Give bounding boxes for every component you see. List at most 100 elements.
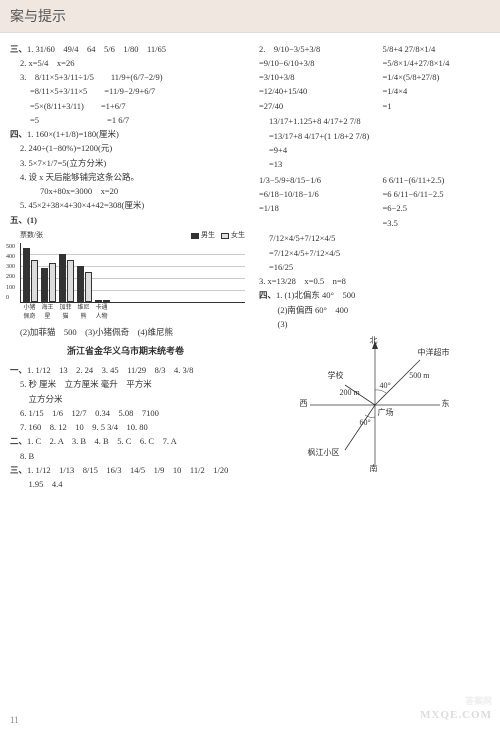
ne-dist: 500 m — [409, 370, 429, 382]
r2-2b: =5/8×1/4+27/8×1/4 — [379, 57, 495, 70]
legend-male: 男生 — [191, 230, 215, 241]
secB-text: 1. C 2. A 3. B 4. B 5. C 6. C 7. A — [27, 436, 177, 446]
y-label: 0 — [6, 294, 15, 303]
sec5-label: 五、(1) — [10, 215, 37, 225]
secA-item1: 1. 1/12 13 2. 24 3. 45 11/29 8/3 4. 3/8 — [27, 365, 193, 375]
r2-7: =13/17+8 4/17+(1 1/8+2 7/8) — [255, 130, 494, 143]
r2-10a: 1/3−5/9÷8/15−1/6 — [255, 174, 371, 187]
dir-east: 东 — [442, 398, 450, 410]
bar-female — [103, 300, 110, 302]
r2-5a: =27/40 — [255, 100, 371, 113]
secC-item2: 1.95 4.4 — [6, 478, 245, 491]
sec4-item4: 4. 设 x 天后能够铺完这条公路。 — [6, 171, 245, 184]
r-item3: 3. x=13/28 x=0.5 n=8 — [255, 275, 494, 288]
r2-2a: =9/10−6/10+3/8 — [255, 57, 371, 70]
page-body: 三、 1. 31/60 49/4 64 5/6 1/80 11/65 2. x=5… — [0, 33, 500, 500]
r2-4a: =12/40+15/40 — [255, 85, 371, 98]
bar-group — [41, 263, 56, 301]
sec4-item1: 1. 160×(1+1/8)=180(厘米) — [27, 129, 119, 139]
r2-11b: =6 6/11−6/11−2.5 — [379, 188, 495, 201]
rsec4-label: 四、 — [259, 290, 276, 300]
r2-15: =7/12×4/5+7/12×4/5 — [255, 247, 494, 260]
r2-9: =13 — [255, 158, 494, 171]
rsec4-item1: 1. (1)北偏东 40° 500 — [276, 290, 355, 300]
secC-label: 三、 — [10, 465, 27, 475]
bar-group — [59, 254, 74, 302]
r2-8: =9+4 — [255, 144, 494, 157]
watermark-bottom: MXQE.COM — [420, 709, 492, 721]
sec3-item2: 2. x=5/4 x=26 — [6, 57, 245, 70]
sec4-item4b: 70x+80x=3000 x=20 — [6, 185, 245, 198]
secB-label: 二、 — [10, 436, 27, 446]
r2-12a: =1/18 — [255, 202, 371, 215]
sec5-item2: (2)加菲猫 500 (3)小猪佩奇 (4)维尼熊 — [6, 326, 245, 339]
y-label: 500 — [6, 243, 15, 252]
dir-south: 南 — [370, 463, 378, 475]
ne-angle: 40° — [380, 380, 391, 392]
secA-item5b: 立方分米 — [6, 393, 245, 406]
secA-label: 一、 — [10, 365, 27, 375]
nw-label: 学校 — [328, 370, 344, 382]
bar-male — [77, 266, 84, 302]
chart-legend: 票数/张 男生 女生 — [20, 230, 245, 241]
secA-item6: 6. 1/15 1/6 12/7 0.34 5.08 7100 — [6, 407, 245, 420]
y-label: 400 — [6, 253, 15, 262]
bar-female — [49, 263, 56, 301]
sw-label: 枫江小区 — [308, 447, 340, 459]
r2-4b: =1/4×4 — [379, 85, 495, 98]
r2-11a: =6/18−10/18−1/6 — [255, 188, 371, 201]
bar-female — [31, 260, 38, 302]
chart-area — [20, 243, 245, 303]
legend-female: 女生 — [221, 230, 245, 241]
x-label: 海王星 — [40, 304, 55, 322]
secA-item5: 5. 秒 厘米 立方厘米 毫升 平方米 — [6, 378, 245, 391]
x-label: 小猪佩奇 — [22, 304, 37, 322]
dir-west: 西 — [300, 398, 308, 410]
bar-male — [95, 300, 102, 302]
ne-label: 中洋超市 — [418, 347, 450, 359]
bar-chart: 票数/张 男生 女生 0100200300400500 小猪佩奇海王星加菲猫维尼… — [20, 230, 245, 322]
r2-3a: =3/10+3/8 — [255, 71, 371, 84]
right-column: 2. 9/10−3/5+3/8 =9/10−6/10+3/8 =3/10+3/8… — [255, 41, 494, 492]
sec3-item1: 1. 31/60 49/4 64 5/6 1/80 11/65 — [27, 44, 166, 54]
y-label: 300 — [6, 263, 15, 272]
sec4-item5: 5. 45×2+38×4+30×4+42=308(厘米) — [6, 199, 245, 212]
header-title: 案与提示 — [10, 10, 66, 25]
secA-item7: 7. 160 8. 12 10 9. 5 3/4 10. 80 — [6, 421, 245, 434]
secB-text2: 8. B — [6, 450, 245, 463]
bar-male — [23, 248, 30, 302]
sec4-item2: 2. 240÷(1−80%)=1200(元) — [6, 142, 245, 155]
r2-3b: =1/4×(5/8+27/8) — [379, 71, 495, 84]
r2-5b: =1 — [379, 100, 495, 113]
y-tick-labels: 0100200300400500 — [6, 243, 15, 303]
dir-north: 北 — [370, 335, 378, 347]
page-header: 案与提示 — [0, 0, 500, 33]
bar-group — [23, 248, 38, 302]
sec3-item3c: =5×(8/11+3/11) =1+6/7 — [6, 100, 245, 113]
sec3-item3d: =5 =1 6/7 — [6, 114, 245, 127]
r2-12b: =6−2.5 — [379, 202, 495, 215]
r2-13b: =3.5 — [379, 217, 495, 230]
x-label: 维尼熊 — [76, 304, 91, 322]
y-label: 200 — [6, 273, 15, 282]
r2-1a: 2. 9/10−3/5+3/8 — [255, 43, 371, 56]
exam-title: 浙江省金华义乌市期末统考卷 — [6, 345, 245, 359]
r2-1b: 5/8+4 27/8×1/4 — [379, 43, 495, 56]
rsec4-item2: (2)南偏西 60° 400 — [255, 304, 494, 317]
compass-diagram: 北 南 东 西 广场 中洋超市 500 m 40° 学校 200 m 枫江小区 … — [300, 335, 450, 475]
sec4-item3: 3. 5×7×1/7=5(立方分米) — [6, 157, 245, 170]
bar-group — [95, 300, 110, 302]
sec3-item3b: =8/11×5+3/11×5 =11/9−2/9+6/7 — [6, 85, 245, 98]
rsec4-item3: (3) — [255, 318, 494, 331]
sec4-label: 四、 — [10, 129, 27, 139]
x-tick-labels: 小猪佩奇海王星加菲猫维尼熊卡通人物 — [20, 304, 245, 322]
bar-male — [59, 254, 66, 302]
watermark-top: 答案网 — [465, 694, 492, 707]
bar-group — [77, 266, 92, 302]
r2-10b: 6 6/11−(6/11+2.5) — [379, 174, 495, 187]
secC-item1: 1. 1/12 1/13 8/15 16/3 14/5 1/9 10 11/2 … — [27, 465, 228, 475]
r2-6: 13/17+1.125+8 4/17+2 7/8 — [255, 115, 494, 128]
compass-center: 广场 — [378, 407, 394, 419]
bar-female — [67, 260, 74, 302]
x-label: 加菲猫 — [58, 304, 73, 322]
